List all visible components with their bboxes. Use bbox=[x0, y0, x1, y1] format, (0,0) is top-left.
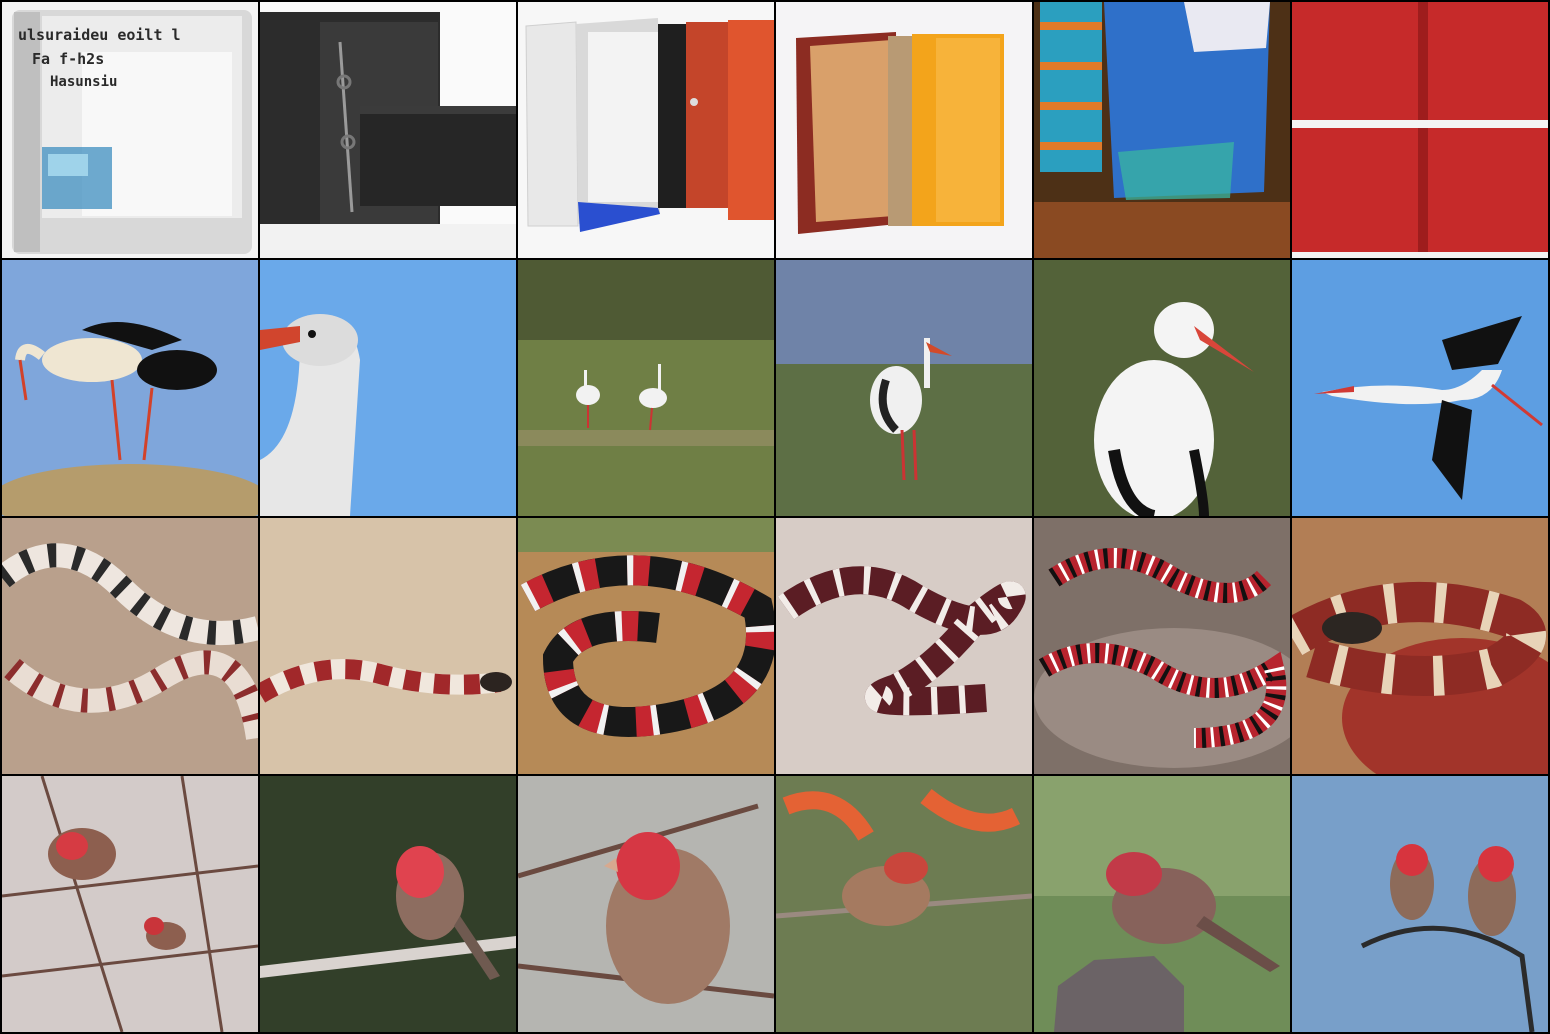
tile-stork-reeds bbox=[1034, 260, 1290, 516]
tile-stork-flying bbox=[1292, 260, 1548, 516]
binder-text-line2: Fa f-h2s bbox=[32, 50, 104, 68]
tile-finch-perch bbox=[260, 776, 516, 1032]
tile-snake-sand bbox=[260, 518, 516, 774]
tile-binder-orange bbox=[776, 2, 1032, 258]
tile-stork-grass bbox=[776, 260, 1032, 516]
tile-binder-open-orange bbox=[518, 2, 774, 258]
tile-finch-closeup bbox=[518, 776, 774, 1032]
tile-finch-branches bbox=[2, 776, 258, 1032]
binder-text-line1: ulsuraideu eoilt l bbox=[18, 26, 181, 44]
tile-snake-closeup bbox=[1292, 518, 1548, 774]
tile-binder-white: ulsuraideu eoilt l Fa f-h2s Hasunsiu bbox=[2, 2, 258, 258]
tile-binder-black bbox=[260, 2, 516, 258]
tile-snake-coiled bbox=[518, 518, 774, 774]
tile-stork-pair-field bbox=[518, 260, 774, 516]
tile-finch-autumn bbox=[776, 776, 1032, 1032]
tile-binder-blue bbox=[1034, 2, 1290, 258]
tile-binder-red bbox=[1292, 2, 1548, 258]
tile-snake-rock bbox=[1034, 518, 1290, 774]
binder-text-line3: Hasunsiu bbox=[50, 74, 117, 90]
tile-stork-nest bbox=[2, 260, 258, 516]
tile-finch-stone bbox=[1034, 776, 1290, 1032]
tile-snake-pale bbox=[2, 518, 258, 774]
tile-finch-pair bbox=[1292, 776, 1548, 1032]
tile-stork-closeup bbox=[260, 260, 516, 516]
tile-snake-dark bbox=[776, 518, 1032, 774]
